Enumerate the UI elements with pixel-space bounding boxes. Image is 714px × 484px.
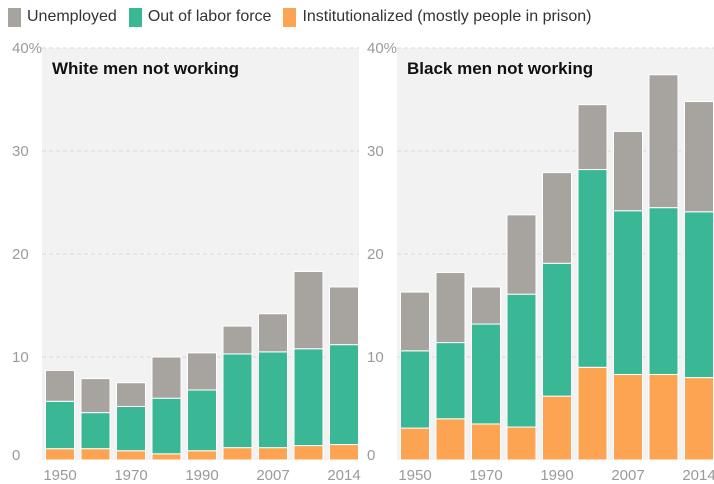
legend-item-institutionalized: Institutionalized (mostly people in pris… [283, 7, 592, 27]
y-tick-label: 40% [12, 40, 42, 57]
bar-segment [435, 418, 466, 461]
legend-item-out-of-labor-force: Out of labor force [128, 7, 272, 27]
bar-segment [471, 286, 501, 325]
y-tick-label: 0 [367, 447, 375, 464]
chart-title: Black men not working [407, 59, 593, 78]
x-tick-label: 2007 [611, 467, 644, 484]
x-tick-label: 1950 [43, 467, 76, 484]
bar-segment [258, 313, 288, 353]
bar-segment [258, 351, 288, 449]
bar-segment [222, 447, 253, 461]
bar-segment [684, 211, 714, 379]
x-tick-label: 1970 [469, 467, 502, 484]
y-tick-label: 20 [12, 246, 29, 263]
bar-segment [187, 352, 217, 391]
x-tick-label: 1970 [114, 467, 147, 484]
legend-label-institutionalized: Institutionalized (mostly people in pris… [302, 8, 592, 25]
bar-segment [648, 374, 679, 461]
bar-segment [613, 374, 643, 461]
bar-segment [435, 342, 466, 420]
bar-segment [293, 445, 324, 461]
y-tick-label: 10 [367, 349, 384, 366]
bar-segment [45, 369, 75, 402]
bar-segment [506, 214, 537, 295]
bar-segment [577, 366, 608, 461]
x-tick-label: 2014 [682, 467, 714, 484]
legend-swatch-unemployed [8, 7, 21, 27]
y-tick-label: 20 [367, 246, 384, 263]
bar-segment [116, 382, 146, 407]
bar-segment [187, 450, 217, 461]
x-tick-label: 2014 [327, 467, 360, 484]
bar-segment [648, 74, 679, 209]
bar-segment [45, 400, 75, 450]
bar-segment [648, 207, 679, 376]
bar-segment [222, 325, 253, 355]
chart-panel-black: 40% 30 20 10 0 1950 1970 1990 2007 2014 Black men … [367, 40, 714, 484]
bar-segment [506, 426, 537, 461]
bar-segment [329, 444, 359, 461]
bar-segment [329, 344, 359, 446]
y-tick-label: 0 [12, 447, 20, 464]
bar-segment [116, 405, 146, 452]
legend-swatch-out-of-labor-force [128, 7, 142, 27]
bar-segment [400, 350, 430, 429]
bar-segment [151, 356, 182, 399]
bar-segment [80, 412, 111, 450]
chart-panel-white: 40% 30 20 10 0 1950 1970 1990 2007 2014 White men … [12, 40, 361, 484]
bar-segment [577, 104, 608, 171]
legend: Unemployed Out of labor force Institutio… [8, 5, 603, 29]
y-tick-label: 30 [12, 143, 29, 160]
bar-segment [613, 130, 643, 212]
bar-segment [293, 348, 324, 447]
bar-segment [80, 448, 111, 461]
bar-segment [329, 286, 359, 346]
bar-segment [293, 271, 324, 350]
x-tick-label: 1990 [540, 467, 573, 484]
bar-segment [258, 447, 288, 461]
legend-label-out-of-labor-force: Out of labor force [147, 8, 272, 25]
y-tick-label: 10 [12, 349, 29, 366]
bar-segment [577, 169, 608, 368]
chart-title: White men not working [52, 59, 239, 78]
x-tick-label: 1990 [185, 467, 218, 484]
bar-segment [684, 377, 714, 461]
bar-segment [684, 101, 714, 213]
legend-swatch-institutionalized [283, 7, 297, 27]
y-tick-label: 30 [367, 143, 384, 160]
bar-segment [80, 378, 111, 414]
x-tick-label: 1950 [398, 467, 431, 484]
bar-segment [187, 389, 217, 452]
bar-segment [151, 397, 182, 455]
bar-segment [542, 395, 572, 461]
bar-segment [400, 427, 430, 461]
bar-segment [471, 423, 501, 461]
legend-label-unemployed: Unemployed [27, 8, 117, 25]
bar-segment [471, 323, 501, 425]
bar-segment [542, 172, 572, 264]
bar-segment [45, 448, 75, 461]
bar-segment [613, 210, 643, 376]
bar-segment [435, 272, 466, 344]
bar-segment [506, 293, 537, 428]
y-tick-label: 40% [367, 40, 397, 57]
bar-segment [400, 291, 430, 352]
bar-segment [542, 262, 572, 397]
bar-segment [222, 353, 253, 449]
bar-segment [116, 450, 146, 461]
x-tick-label: 2007 [256, 467, 289, 484]
legend-item-unemployed: Unemployed [8, 7, 117, 27]
bar-segment [151, 453, 182, 461]
